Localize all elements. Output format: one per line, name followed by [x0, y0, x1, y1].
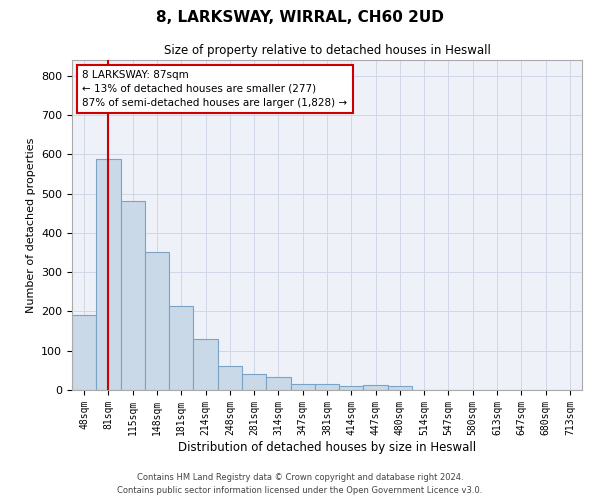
Bar: [339, 386, 364, 390]
Bar: [218, 366, 242, 390]
Y-axis label: Number of detached properties: Number of detached properties: [26, 138, 35, 312]
Bar: [96, 159, 121, 390]
Text: 8 LARKSWAY: 87sqm
← 13% of detached houses are smaller (277)
87% of semi-detache: 8 LARKSWAY: 87sqm ← 13% of detached hous…: [82, 70, 347, 108]
Bar: [121, 202, 145, 390]
Bar: [242, 374, 266, 390]
Bar: [145, 252, 169, 390]
Bar: [364, 386, 388, 390]
Bar: [193, 339, 218, 390]
Bar: [169, 306, 193, 390]
Bar: [290, 384, 315, 390]
Bar: [72, 314, 96, 390]
Text: 8, LARKSWAY, WIRRAL, CH60 2UD: 8, LARKSWAY, WIRRAL, CH60 2UD: [156, 10, 444, 25]
X-axis label: Distribution of detached houses by size in Heswall: Distribution of detached houses by size …: [178, 440, 476, 454]
Title: Size of property relative to detached houses in Heswall: Size of property relative to detached ho…: [164, 44, 490, 58]
Bar: [266, 377, 290, 390]
Bar: [315, 384, 339, 390]
Bar: [388, 386, 412, 390]
Text: Contains HM Land Registry data © Crown copyright and database right 2024.
Contai: Contains HM Land Registry data © Crown c…: [118, 474, 482, 495]
